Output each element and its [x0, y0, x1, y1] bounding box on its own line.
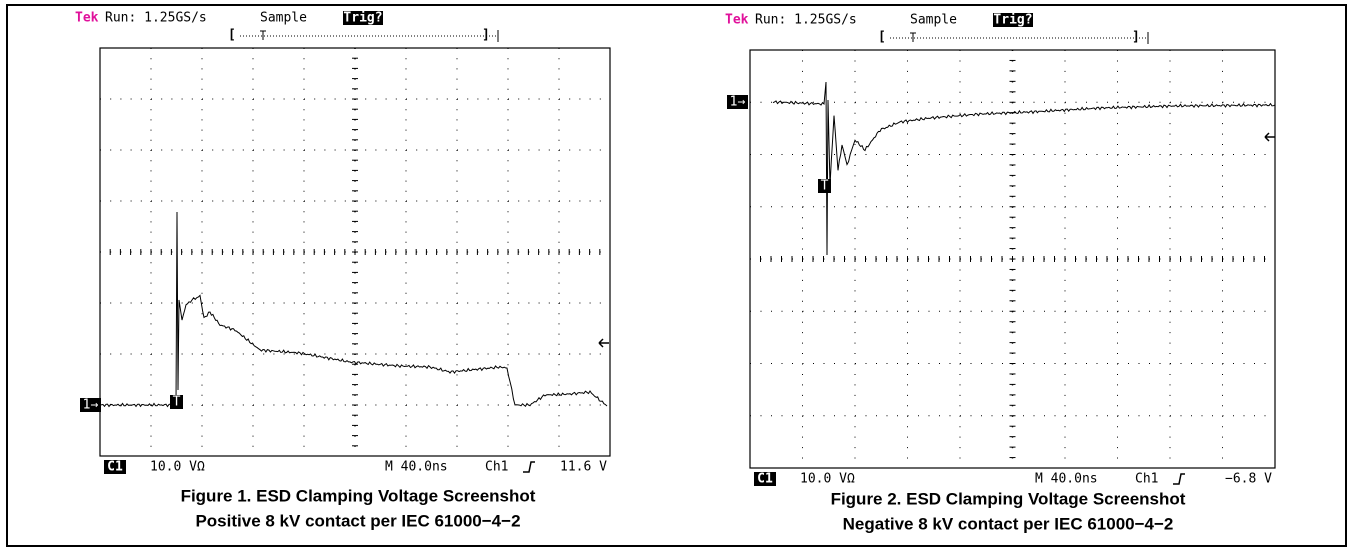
footer-level: 11.6 V: [560, 460, 607, 475]
bracket: [: [878, 30, 886, 45]
page: Tek Run: 1.25GS/s Sample Trig? [] 1→ T C1 10.0 V…: [0, 0, 1354, 547]
trace: [773, 82, 1275, 255]
level-arrow: [599, 339, 609, 347]
footer-channel: C1: [107, 460, 123, 475]
run-rate: Run: 1.25GS/s: [105, 11, 207, 26]
footer-timebase: M 40.0ns: [1035, 472, 1098, 487]
acq-mode: Sample: [260, 11, 307, 26]
bracket: ]: [482, 28, 490, 43]
bracket: [: [228, 28, 236, 43]
trigger-marker: T: [173, 395, 181, 410]
footer-channel: C1: [757, 472, 773, 487]
acq-mode: Sample: [910, 13, 957, 28]
bracket: ]: [1132, 30, 1140, 45]
footer-scale: 10.0 VΩ: [800, 472, 855, 487]
footer-source: Ch1: [1135, 472, 1158, 487]
footer-scale: 10.0 VΩ: [150, 460, 205, 475]
caption-subtitle: Positive 8 kV contact per IEC 61000−4−2: [195, 511, 520, 530]
trigger-marker: T: [821, 179, 829, 194]
brand: Tek: [75, 11, 99, 26]
channel-marker: 1→: [83, 398, 99, 413]
trace: [100, 212, 607, 407]
slope-icon: [1173, 474, 1185, 484]
figure: Tek Run: 1.25GS/s Sample Trig? [] 1→ T C1 10.0 V…: [725, 13, 1275, 534]
footer-source: Ch1: [485, 460, 508, 475]
trigger-status: Trig?: [993, 13, 1032, 28]
figure: Tek Run: 1.25GS/s Sample Trig? [] 1→ T C1 10.0 V…: [75, 11, 610, 531]
channel-marker: 1→: [730, 95, 746, 110]
footer-timebase: M 40.0ns: [385, 460, 448, 475]
frame: [7, 5, 1346, 546]
run-rate: Run: 1.25GS/s: [755, 13, 857, 28]
trigger-status: Trig?: [343, 11, 382, 26]
caption-subtitle: Negative 8 kV contact per IEC 61000−4−2: [843, 514, 1174, 533]
caption-title: Figure 1. ESD Clamping Voltage Screensho…: [181, 486, 536, 505]
footer-level: −6.8 V: [1225, 472, 1272, 487]
caption-title: Figure 2. ESD Clamping Voltage Screensho…: [831, 489, 1186, 508]
level-arrow: [1265, 133, 1275, 141]
slope-icon: [523, 462, 535, 472]
brand: Tek: [725, 13, 749, 28]
